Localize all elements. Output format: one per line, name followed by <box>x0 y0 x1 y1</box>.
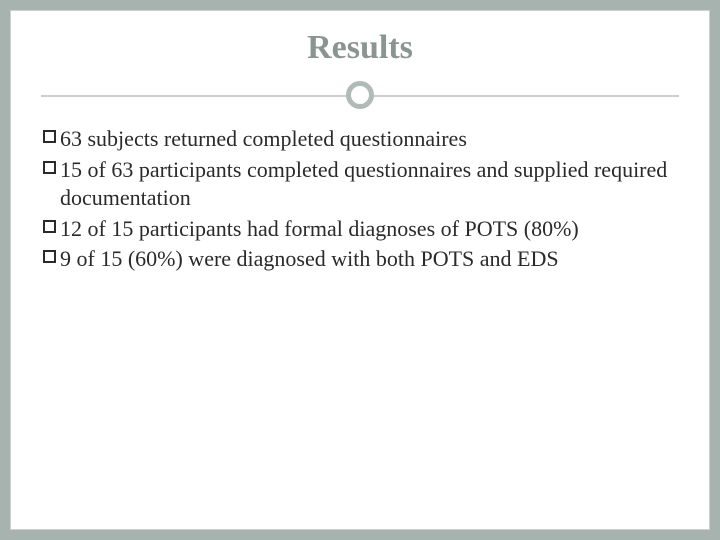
square-bullet-icon <box>43 250 56 263</box>
list-item-text: 15 of 63 participants completed question… <box>60 156 677 213</box>
list-item-text: 9 of 15 (60%) were diagnosed with both P… <box>60 245 559 274</box>
content-area: 63 subjects returned completed questionn… <box>41 121 679 274</box>
title-divider <box>41 77 679 113</box>
list-item: 9 of 15 (60%) were diagnosed with both P… <box>43 245 677 274</box>
square-bullet-icon <box>43 220 56 233</box>
divider-circle-icon <box>346 81 374 109</box>
list-item: 63 subjects returned completed questionn… <box>43 125 677 154</box>
list-item: 12 of 15 participants had formal diagnos… <box>43 215 677 244</box>
slide-title: Results <box>41 29 679 67</box>
slide: Results 63 subjects returned completed q… <box>10 10 710 530</box>
square-bullet-icon <box>43 130 56 143</box>
list-item-text: 12 of 15 participants had formal diagnos… <box>60 215 579 244</box>
list-item-text: 63 subjects returned completed questionn… <box>60 125 467 154</box>
list-item: 15 of 63 participants completed question… <box>43 156 677 213</box>
square-bullet-icon <box>43 161 56 174</box>
